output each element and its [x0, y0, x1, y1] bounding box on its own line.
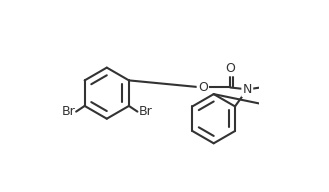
Text: Br: Br — [62, 105, 75, 118]
Text: O: O — [198, 81, 208, 94]
Text: O: O — [225, 62, 235, 75]
Text: N: N — [242, 83, 252, 96]
Text: Br: Br — [139, 105, 152, 118]
